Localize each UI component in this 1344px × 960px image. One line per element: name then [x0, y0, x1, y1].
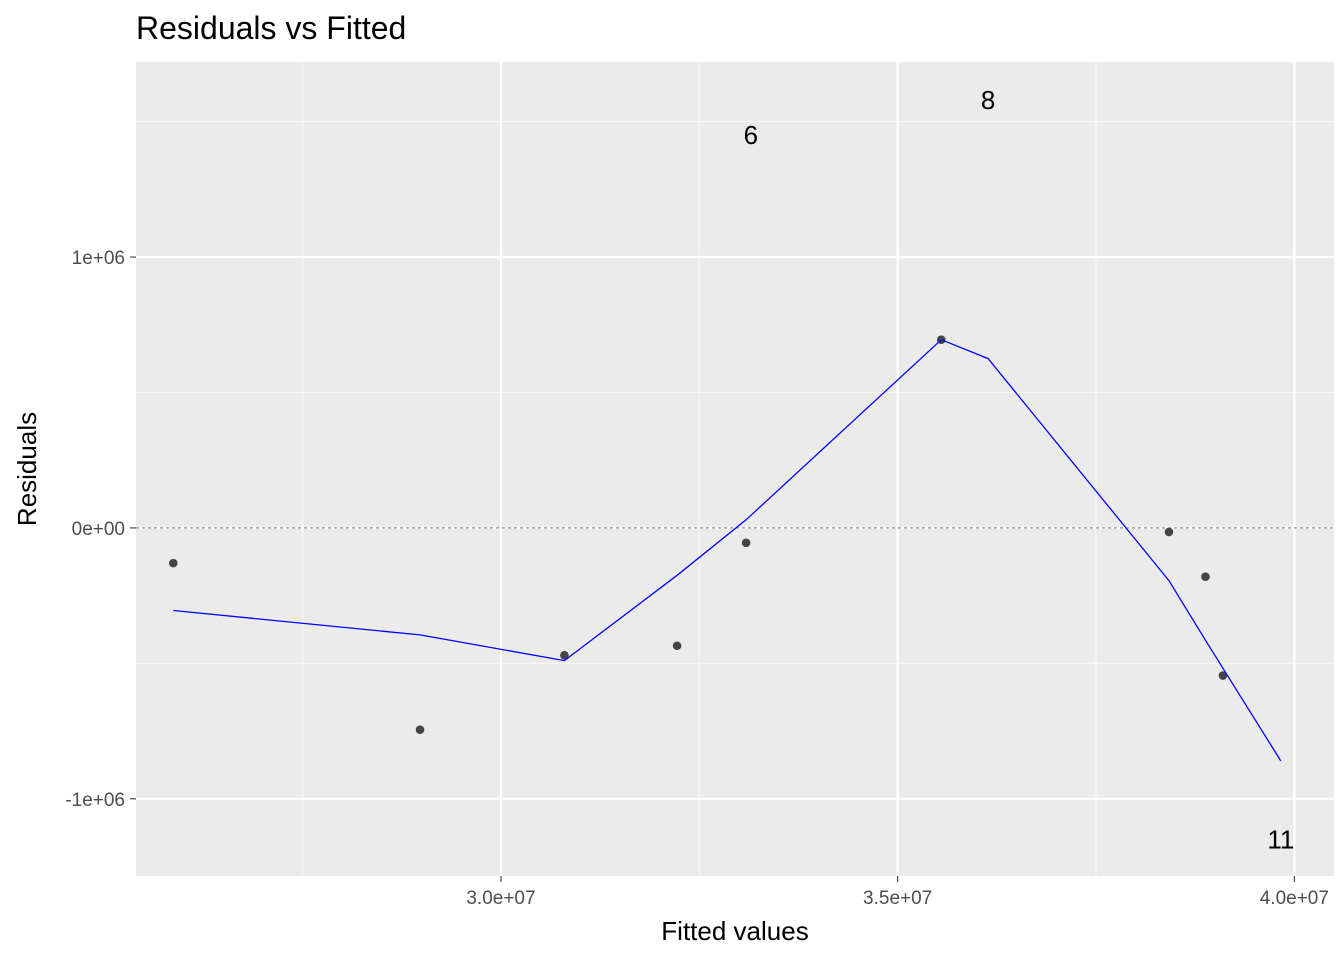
x-tick-label: 3.0e+07 [466, 888, 535, 909]
x-axis-title: Fitted values [661, 916, 808, 946]
y-axis-title: Residuals [12, 412, 42, 526]
point-label: 11 [1267, 824, 1294, 854]
data-point [415, 725, 425, 735]
data-point [1218, 671, 1228, 680]
data-point [672, 641, 682, 651]
plot-panel [136, 62, 1334, 876]
data-point [168, 558, 178, 568]
x-tick-label: 3.5e+07 [863, 888, 932, 909]
chart-title: Residuals vs Fitted [136, 10, 407, 46]
smooth-trend-line [173, 338, 1282, 762]
x-tick-label: 4.0e+07 [1260, 888, 1329, 909]
data-point [741, 538, 751, 548]
point-label: 8 [981, 85, 995, 115]
point-label: 6 [744, 120, 758, 150]
data-point [1201, 572, 1210, 581]
y-tick-label: 0e+00 [72, 519, 125, 540]
data-point [1164, 527, 1174, 537]
y-tick-label: 1e+06 [72, 248, 125, 269]
y-tick-label: -1e+06 [65, 790, 125, 811]
data-point [560, 650, 569, 660]
